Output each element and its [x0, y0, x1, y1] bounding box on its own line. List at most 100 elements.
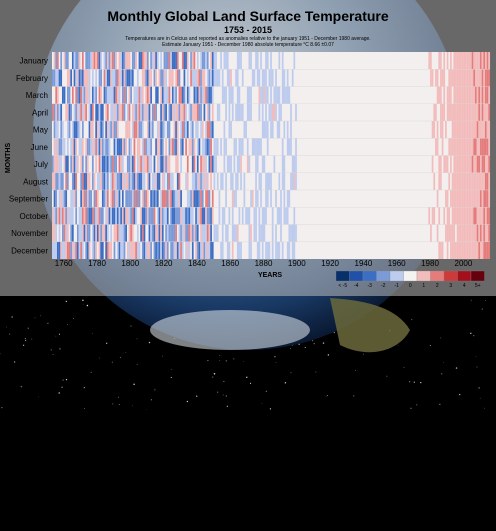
chart-note-1: Temperatures are in Celcius and reported…: [125, 36, 371, 42]
heatmap-cell: [243, 172, 246, 190]
heatmap-cell: [265, 103, 267, 121]
heatmap-cell: [83, 69, 86, 87]
heatmap-cell: [460, 172, 462, 190]
heatmap-cell: [200, 52, 202, 70]
heatmap-cell: [76, 224, 79, 242]
heatmap-cell: [453, 138, 456, 156]
heatmap-cell: [78, 69, 81, 87]
heatmap-cell: [290, 138, 292, 156]
heatmap-cell: [181, 138, 184, 156]
heatmap-cell: [208, 138, 211, 156]
heatmap-cell: [165, 241, 167, 259]
heatmap-cell: [63, 224, 66, 242]
heatmap-cell: [95, 103, 98, 121]
heatmap-cell: [436, 86, 439, 104]
heatmap-cell: [488, 155, 491, 173]
heatmap-cell: [256, 190, 259, 208]
heatmap-cell: [150, 69, 152, 87]
heatmap-cell: [203, 103, 206, 121]
heatmap-cell: [166, 155, 169, 173]
heatmap-cell: [271, 103, 274, 121]
heatmap-cell: [276, 207, 279, 225]
heatmap-cell: [60, 172, 63, 190]
heatmap-cell: [470, 138, 472, 156]
heatmap-cell: [443, 155, 446, 173]
heatmap-cell: [113, 103, 116, 121]
heatmap-cell: [148, 86, 151, 104]
heatmap-cell: [106, 103, 109, 121]
heatmap-cell: [468, 207, 471, 225]
heatmap-cell: [456, 69, 459, 87]
heatmap-cell: [446, 86, 449, 104]
heatmap-cell: [76, 241, 79, 259]
heatmap-cell: [96, 190, 99, 208]
heatmap-cell: [271, 69, 274, 87]
heatmap-cell: [156, 241, 159, 259]
heatmap-cell: [168, 52, 171, 70]
heatmap-cell: [470, 103, 472, 121]
heatmap-cell: [261, 69, 264, 87]
star: [207, 359, 209, 362]
heatmap-cell: [170, 52, 172, 70]
heatmap-cell: [188, 190, 191, 208]
heatmap-cell: [175, 155, 177, 173]
heatmap-cell: [85, 155, 88, 173]
heatmap-cell: [486, 241, 489, 259]
star: [196, 395, 198, 397]
heatmap-cell: [181, 241, 184, 259]
heatmap-cell: [81, 69, 84, 87]
heatmap-cell: [471, 172, 474, 190]
heatmap-cell: [113, 207, 116, 225]
heatmap-cell: [140, 224, 142, 242]
heatmap-cell: [86, 172, 89, 190]
heatmap-cell: [91, 155, 94, 173]
heatmap-cell: [458, 69, 461, 87]
heatmap-cell: [446, 190, 449, 208]
heatmap-cell: [455, 155, 457, 173]
heatmap-cell: [108, 86, 111, 104]
heatmap-cell: [68, 69, 71, 87]
heatmap-cell: [221, 207, 224, 225]
heatmap-cell: [65, 172, 68, 190]
heatmap-cell: [446, 207, 449, 225]
heatmap-cell: [141, 52, 144, 70]
legend-swatch: [376, 270, 391, 282]
star: [212, 376, 214, 378]
heatmap-cell: [486, 207, 489, 225]
heatmap-cell: [163, 52, 166, 70]
heatmap-cell: [136, 172, 139, 190]
heatmap-cell: [53, 121, 56, 139]
heatmap-cell: [273, 155, 276, 173]
heatmap-cell: [476, 86, 479, 104]
heatmap-cell: [175, 190, 177, 208]
heatmap-cell: [485, 207, 487, 225]
star: [473, 335, 475, 337]
heatmap-cell: [215, 69, 217, 87]
heatmap-cell: [248, 86, 251, 104]
heatmap-cell: [76, 69, 79, 87]
heatmap-cell: [221, 172, 224, 190]
heatmap-cell: [473, 103, 476, 121]
heatmap-cell: [250, 224, 252, 242]
heatmap-cell: [148, 241, 151, 259]
star: [242, 361, 244, 363]
heatmap-cell: [55, 103, 58, 121]
heatmap-cell: [125, 207, 127, 225]
heatmap-cell: [111, 103, 114, 121]
heatmap-cell: [140, 172, 142, 190]
heatmap-cell: [206, 121, 209, 139]
heatmap-cell: [235, 138, 237, 156]
heatmap-cell: [210, 224, 212, 242]
heatmap-cell: [100, 155, 103, 173]
heatmap-cell: [486, 69, 489, 87]
heatmap-cell: [258, 138, 261, 156]
heatmap-cell: [138, 86, 141, 104]
heatmap-cell: [91, 138, 94, 156]
heatmap-cell: [145, 207, 147, 225]
heatmap-cell: [461, 224, 464, 242]
heatmap-cell: [140, 86, 142, 104]
month-labels: JanuaryFebruaryMarchAprilMayJuneJulyAugu…: [9, 57, 490, 255]
heatmap-cell: [168, 138, 171, 156]
heatmap-cell: [465, 138, 467, 156]
star: [8, 333, 11, 335]
